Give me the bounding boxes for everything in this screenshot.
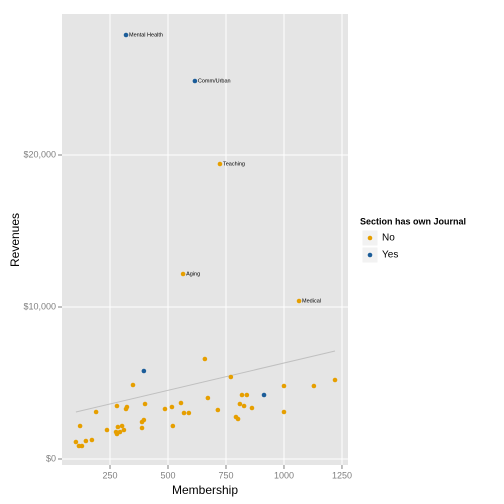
point (130, 382, 136, 388)
point (233, 414, 239, 420)
trend-line (75, 350, 336, 413)
point (141, 417, 147, 423)
point (169, 404, 175, 410)
point (104, 427, 110, 433)
point (170, 423, 176, 429)
point (162, 406, 168, 412)
x-axis-title: Membership (172, 483, 238, 497)
y-tick-label: $10,000 (23, 301, 56, 311)
point (77, 423, 83, 429)
point (181, 410, 187, 416)
point (249, 405, 255, 411)
point (180, 271, 186, 277)
y-tick-label: $0 (46, 453, 56, 463)
point (281, 409, 287, 415)
point (244, 392, 250, 398)
point (239, 392, 245, 398)
point (124, 404, 130, 410)
point (192, 78, 198, 84)
x-tick-label: 500 (160, 470, 175, 480)
point (93, 409, 99, 415)
point (228, 374, 234, 380)
point (123, 32, 129, 38)
point (296, 298, 302, 304)
point (217, 161, 223, 167)
point (83, 438, 89, 444)
point (121, 427, 127, 433)
point (237, 401, 243, 407)
point (141, 368, 147, 374)
y-tick-label: $20,000 (23, 149, 56, 159)
point (79, 443, 85, 449)
point (119, 423, 125, 429)
x-tick-label: 1000 (274, 470, 294, 480)
point (73, 439, 79, 445)
legend-title: Section has own Journal (360, 216, 466, 226)
point (186, 410, 192, 416)
point (281, 383, 287, 389)
point (261, 392, 267, 398)
point-label: Comm/Urban (198, 78, 231, 84)
point (202, 356, 208, 362)
legend-marker (367, 252, 373, 258)
point (142, 401, 148, 407)
point (332, 377, 338, 383)
point (178, 400, 184, 406)
point (115, 424, 121, 430)
x-tick-label: 1250 (332, 470, 352, 480)
point (311, 383, 317, 389)
point-label: Mental Health (129, 32, 163, 38)
point (117, 429, 123, 435)
x-tick-label: 250 (102, 470, 117, 480)
legend-label: Yes (382, 250, 398, 261)
legend-marker (367, 235, 373, 241)
point (241, 403, 247, 409)
x-tick-label: 750 (218, 470, 233, 480)
point (89, 437, 95, 443)
point-label: Medical (302, 298, 321, 304)
point (205, 395, 211, 401)
legend-label: No (382, 233, 395, 244)
y-axis-title: Revenues (8, 213, 22, 267)
point (139, 425, 145, 431)
point (215, 407, 221, 413)
point-label: Aging (186, 271, 200, 277)
point (114, 403, 120, 409)
point-label: Teaching (223, 161, 245, 167)
